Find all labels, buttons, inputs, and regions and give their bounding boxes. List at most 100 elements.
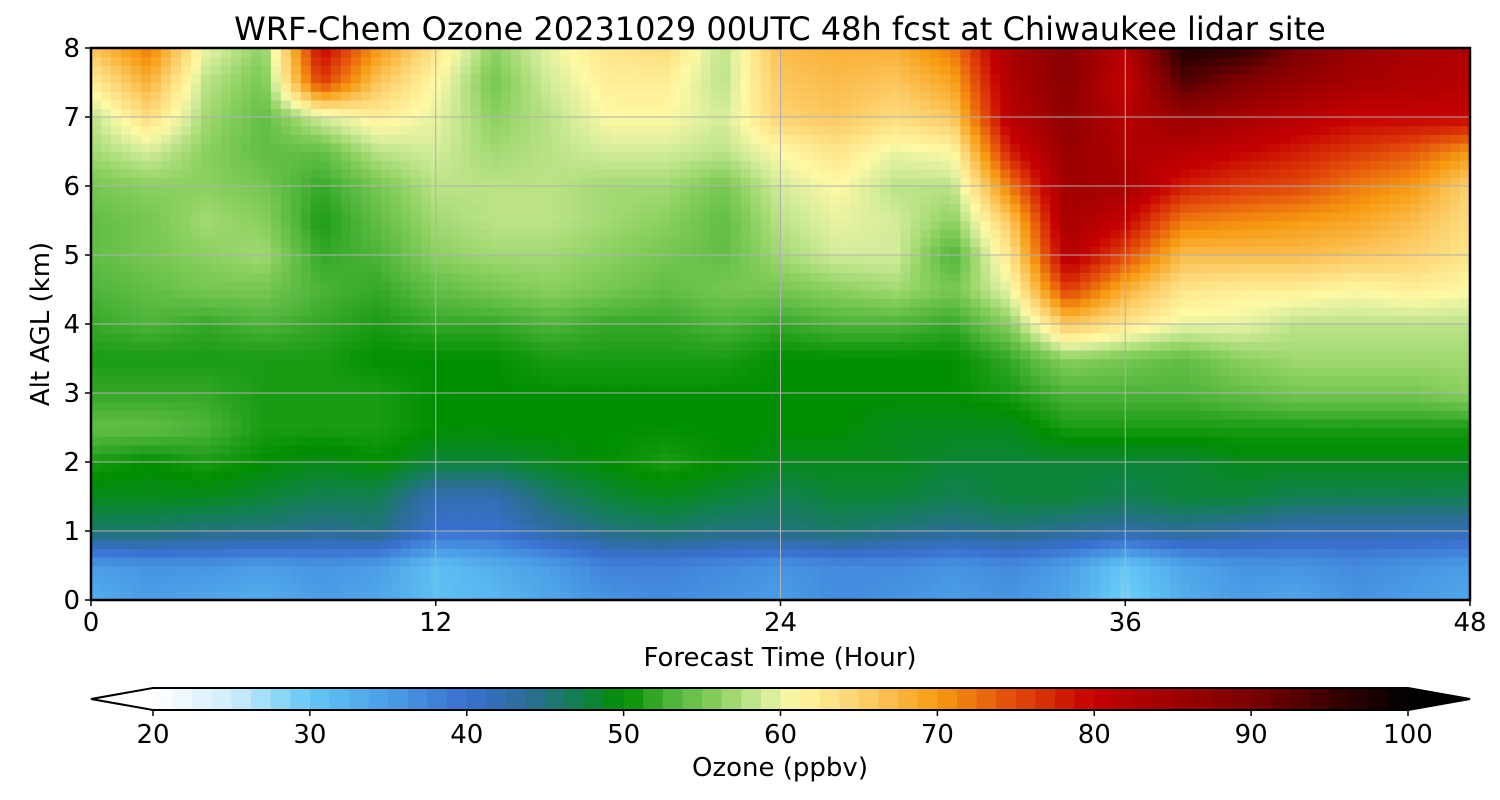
heatmap-cell xyxy=(750,470,762,480)
heatmap-cell xyxy=(210,341,222,351)
heatmap-cell xyxy=(550,565,562,575)
heatmap-cell xyxy=(1220,384,1231,394)
heatmap-cell xyxy=(860,393,872,403)
heatmap-cell xyxy=(600,462,612,472)
heatmap-cell xyxy=(980,470,992,480)
heatmap-cell xyxy=(200,332,212,342)
heatmap-cell xyxy=(540,349,552,360)
heatmap-cell xyxy=(210,427,222,437)
heatmap-cell xyxy=(910,375,922,386)
heatmap-cell xyxy=(1190,574,1201,584)
heatmap-cell xyxy=(1070,306,1081,317)
heatmap-cell xyxy=(770,574,782,584)
heatmap-cell xyxy=(810,591,822,600)
heatmap-cell xyxy=(1280,470,1291,480)
heatmap-cell xyxy=(300,358,312,368)
heatmap-cell xyxy=(210,289,222,299)
heatmap-cell xyxy=(120,462,132,472)
heatmap-cell xyxy=(1370,367,1381,377)
heatmap-cell xyxy=(1250,367,1261,377)
heatmap-cell xyxy=(220,289,232,299)
heatmap-cell xyxy=(1100,548,1111,558)
heatmap-cell xyxy=(770,427,782,437)
heatmap-cell xyxy=(610,539,622,549)
heatmap-cell xyxy=(320,565,332,575)
heatmap-cell xyxy=(1310,531,1321,541)
heatmap-cell xyxy=(360,401,372,411)
heatmap-cell xyxy=(990,582,1002,593)
heatmap-cell xyxy=(410,505,422,515)
heatmap-cell xyxy=(1220,531,1231,541)
heatmap-cell xyxy=(980,384,992,394)
heatmap-cell xyxy=(1220,487,1231,498)
heatmap-cell xyxy=(1140,522,1151,532)
heatmap-cell xyxy=(1300,574,1311,584)
heatmap-cell xyxy=(1420,332,1431,342)
heatmap-cell xyxy=(780,427,792,437)
heatmap-cell xyxy=(500,289,512,299)
heatmap-cell xyxy=(1300,436,1311,446)
heatmap-cell xyxy=(830,358,842,368)
heatmap-cell xyxy=(560,582,572,593)
heatmap-cell xyxy=(930,367,942,377)
heatmap-cell xyxy=(520,591,532,600)
heatmap-cell xyxy=(140,306,152,317)
heatmap-cell xyxy=(590,479,602,489)
heatmap-cell xyxy=(580,289,592,299)
heatmap-cell xyxy=(1000,358,1012,368)
heatmap-cell xyxy=(690,453,702,463)
heatmap-cell xyxy=(1100,358,1111,368)
heatmap-cell xyxy=(860,470,872,480)
heatmap-cell xyxy=(1440,384,1451,394)
heatmap-cell xyxy=(180,349,192,360)
heatmap-cell xyxy=(630,582,642,593)
heatmap-cell xyxy=(1350,298,1361,308)
heatmap-cell xyxy=(220,306,232,317)
heatmap-cell xyxy=(730,574,742,584)
heatmap-cell xyxy=(800,539,812,549)
heatmap-cell xyxy=(180,453,192,463)
heatmap-cell xyxy=(1270,298,1281,308)
heatmap-cell xyxy=(960,306,972,317)
heatmap-cell xyxy=(490,401,502,411)
heatmap-cell xyxy=(780,505,792,515)
heatmap-cell xyxy=(840,427,852,437)
heatmap-cell xyxy=(950,591,962,600)
heatmap-cell xyxy=(500,393,512,403)
heatmap-cell xyxy=(820,384,832,394)
heatmap-cell xyxy=(170,574,182,584)
heatmap-cell xyxy=(870,479,882,489)
heatmap-cell xyxy=(1070,582,1081,593)
heatmap-cell xyxy=(320,513,332,524)
heatmap-cell xyxy=(1150,358,1161,368)
heatmap-cell xyxy=(670,358,682,368)
heatmap-cell xyxy=(390,444,402,455)
heatmap-cell xyxy=(130,401,142,411)
heatmap-cell xyxy=(720,384,732,394)
heatmap-cell xyxy=(220,444,232,455)
heatmap-cell xyxy=(160,582,172,593)
heatmap-cell xyxy=(760,298,772,308)
heatmap-cell xyxy=(440,324,452,334)
heatmap-cell xyxy=(490,479,502,489)
heatmap-cell xyxy=(560,453,572,463)
heatmap-cell xyxy=(610,548,622,558)
heatmap-cell xyxy=(400,444,412,455)
heatmap-cell xyxy=(760,289,772,299)
heatmap-cell xyxy=(710,565,722,575)
heatmap-cell xyxy=(1010,332,1022,342)
heatmap-cell xyxy=(800,505,812,515)
heatmap-cell xyxy=(1010,410,1022,420)
heatmap-cell xyxy=(760,591,772,600)
heatmap-cell xyxy=(790,341,802,351)
heatmap-cell xyxy=(730,418,742,429)
heatmap-cell xyxy=(240,418,252,429)
heatmap-cell xyxy=(880,358,892,368)
heatmap-cell xyxy=(530,522,542,532)
heatmap-cell xyxy=(1040,324,1051,334)
heatmap-cell xyxy=(640,574,652,584)
heatmap-cell xyxy=(160,324,172,334)
heatmap-cell xyxy=(520,462,532,472)
heatmap-cell xyxy=(970,358,982,368)
heatmap-cell xyxy=(500,556,512,567)
